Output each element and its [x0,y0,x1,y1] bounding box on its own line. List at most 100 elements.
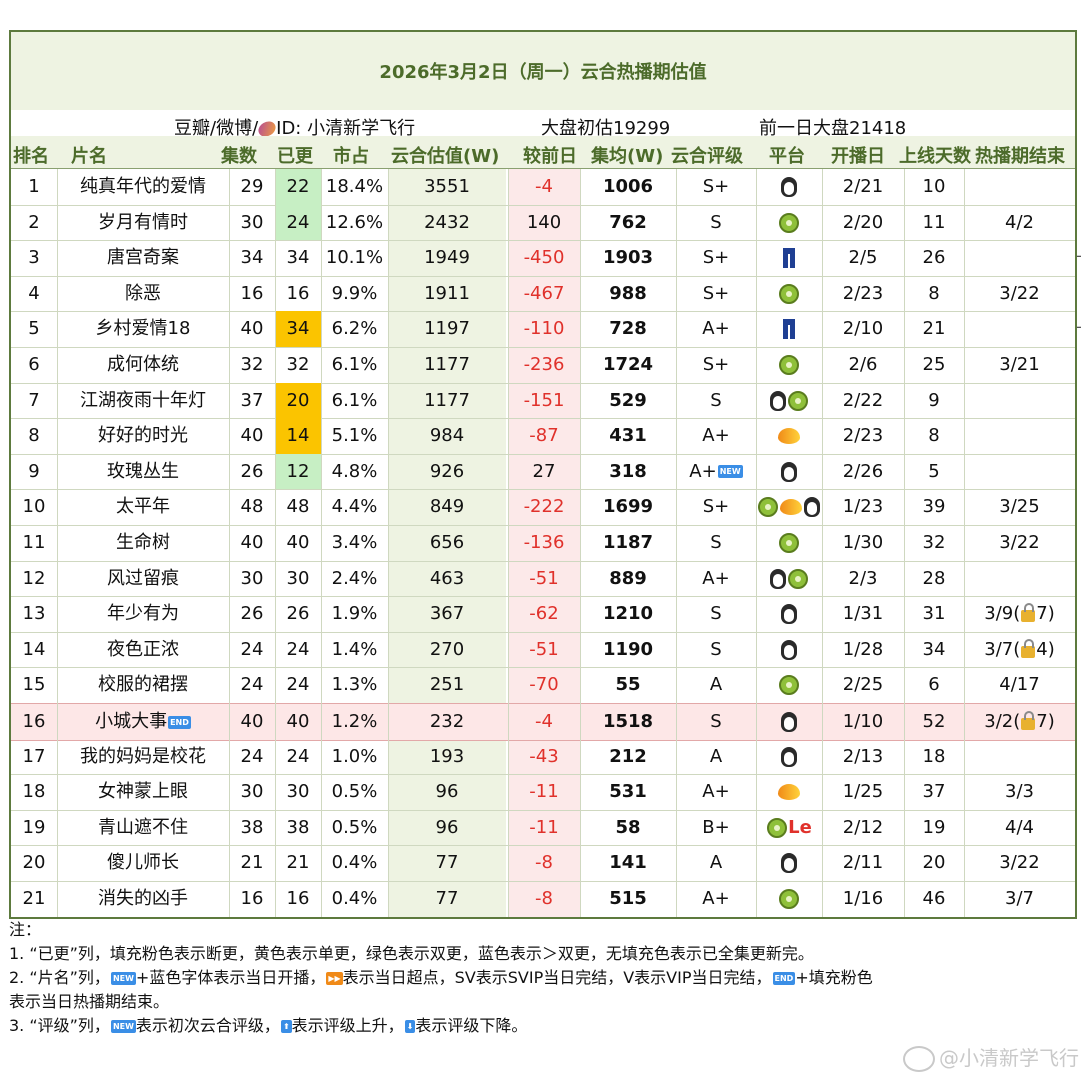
kiwi-icon [779,889,799,909]
cell-avg: 762 [609,211,647,233]
cell-end [964,240,1075,276]
cell-value: 1949 [424,247,470,269]
column-divider [229,169,230,917]
kiwi-icon [779,533,799,553]
cell-end: 3/3 [1005,781,1034,803]
cell-updated: 21 [286,852,310,874]
cell-end: 3/25 [999,496,1040,518]
cell-start: 2/25 [842,674,884,696]
cell-rating: S+ [702,496,730,518]
cell-share: 9.9% [331,282,378,304]
cell-value: 1911 [424,282,470,304]
cell-days: 10 [922,176,946,197]
cell-share: 0.5% [331,816,378,838]
cell-start: 2/21 [842,176,884,197]
table-row: 2 岁月有情时 30 24 12.6% 2432 140 762 S 2/20 11 4/2 [11,204,1075,242]
cell-platforms [756,774,822,810]
cell-title: 江湖夜雨十年灯 [80,389,206,411]
notes-label: 注： [9,920,42,939]
cell-start: 2/10 [842,318,884,340]
column-divider [676,169,677,917]
cell-rank: 15 [22,674,46,696]
column-header: 较前日 [523,146,577,167]
header-band [11,136,1075,169]
table-row: 8 好好的时光 40 14 5.1% 984 -87 431 A+ 2/23 8 [11,418,1075,455]
cell-delta: -236 [523,354,565,375]
cell-start: 2/23 [842,425,884,447]
cell-eps: 30 [240,567,264,589]
cell-avg: 1210 [602,603,654,625]
cell-end [964,169,1075,205]
cell-title: 校服的裙摆 [98,674,188,696]
cell-rank: 9 [28,460,40,482]
cell-avg: 728 [609,318,647,340]
cell-platforms [756,525,822,561]
cell-value: 96 [435,816,459,838]
table-row: 5 乡村爱情18 40 34 6.2% 1197 -110 728 A+ 2/10 21 [11,311,1075,348]
cell-rank: 4 [28,282,40,304]
notes: 注： 1. “已更”列，填充粉色表示断更，黄色表示单更，绿色表示双更，蓝色表示＞… [9,918,1079,1038]
cell-eps: 40 [240,318,264,340]
column-header: 已更 [277,146,313,167]
cell-platforms [756,739,822,775]
cell-title: 成何体统 [107,354,179,375]
cell-days: 11 [922,211,946,233]
fast-forward-icon: ▶▶ [326,972,343,985]
cell-avg: 1006 [602,176,654,197]
cell-rating: A+ [702,781,730,803]
cell-share: 3.4% [331,532,378,553]
cell-end [964,418,1075,454]
cell-value: 1177 [424,354,470,375]
table-row: 7 江湖夜雨十年灯 37 20 6.1% 1177 -151 529 S 2/22 9 [11,382,1075,420]
cell-delta: -11 [529,781,559,803]
cell-share: 18.4% [325,176,384,197]
cell-avg: 318 [609,460,647,482]
cell-value: 2432 [424,211,470,233]
source-label: 豆瓣/微博/ [174,118,259,139]
note-line-1: 1. “已更”列，填充粉色表示断更，黄色表示单更，绿色表示双更，蓝色表示＞双更，… [9,944,814,963]
cell-end: 3/2(7) [984,711,1055,732]
cell-avg: 1518 [602,711,654,732]
cell-start: 1/31 [842,603,884,625]
cell-platforms [756,667,822,703]
cell-start: 2/26 [842,460,884,482]
cell-rating: A [709,745,723,767]
cell-rank: 3 [28,247,40,269]
cell-value: 984 [429,425,465,447]
cell-rating: S [710,389,722,411]
cell-days: 39 [922,496,946,518]
cell-days: 5 [928,460,940,482]
cell-title: 岁月有情时 [98,211,188,233]
cell-updated: 30 [286,567,310,589]
cell-avg: 58 [615,816,641,838]
column-header: 上线天数 [899,146,971,167]
penguin-icon [781,853,797,874]
column-header: 热播期结束 [975,146,1065,167]
cell-days: 34 [922,638,946,660]
cell-eps: 21 [240,852,264,874]
column-divider [904,169,905,917]
cell-platforms [756,454,822,490]
cell-avg: 529 [609,389,647,411]
margin-mark: - [1076,246,1082,265]
cell-days: 26 [922,247,946,269]
cell-updated: 48 [286,496,310,518]
cell-title: 傻儿师长 [107,852,179,874]
cell-start: 1/25 [842,781,884,803]
arrow-up-icon: ⬆ [280,1020,292,1033]
cell-start: 1/23 [842,496,884,518]
cell-rank: 7 [28,389,40,411]
mango-icon [778,428,800,445]
cell-value: 77 [435,888,459,909]
penguin-icon [804,497,820,518]
table-row: 12 风过留痕 30 30 2.4% 463 -51 889 A+ 2/3 28 [11,561,1075,598]
cell-share: 4.8% [331,460,378,482]
cell-updated: 30 [286,781,310,803]
value-column-shade [388,169,506,917]
cell-rating: B+ [702,816,730,838]
cell-delta: 140 [526,211,562,233]
cell-rating: S+ [702,247,730,269]
cell-share: 0.5% [331,781,378,803]
cell-eps: 38 [240,816,264,838]
cell-rating: S+ [702,354,730,375]
